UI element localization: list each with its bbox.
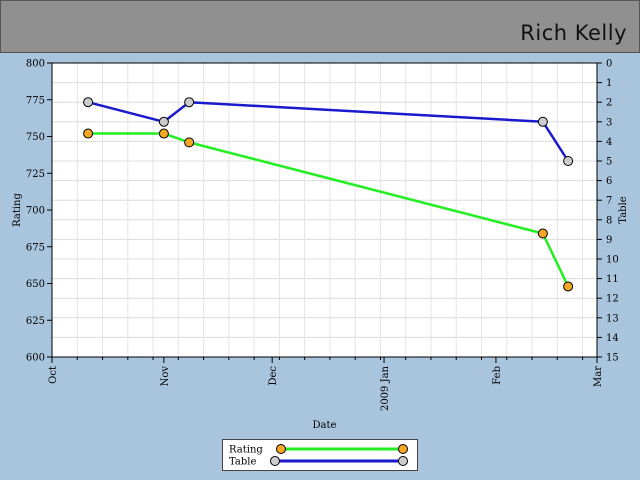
data-point-table <box>158 116 169 127</box>
legend-marker-table <box>270 456 280 466</box>
data-point-table <box>83 97 94 108</box>
x-tick-label: Mar <box>593 366 604 387</box>
y2-tick-label: 3 <box>606 117 612 128</box>
y2-tick-label: 13 <box>606 313 619 324</box>
data-point-rating <box>83 128 94 139</box>
y2-tick-label: 9 <box>606 235 612 246</box>
y2-tick-label: 7 <box>606 196 612 207</box>
legend-marker-rating <box>276 444 286 454</box>
y-tick-label: 800 <box>26 59 45 70</box>
legend-label-table: Table <box>229 457 256 468</box>
x-tick-label: 2009 Jan <box>380 365 391 411</box>
x-axis-label: Date <box>313 420 337 431</box>
legend-marker-rating <box>398 444 408 454</box>
legend: Rating Table <box>222 439 418 471</box>
y2-axis-label: Table <box>618 196 629 223</box>
y-tick-label: 750 <box>26 132 45 143</box>
y-tick-label: 625 <box>26 316 45 327</box>
y2-tick-label: 6 <box>606 176 612 187</box>
y-tick-label: 600 <box>26 353 45 364</box>
plot-area <box>52 63 597 357</box>
y2-tick-label: 1 <box>606 78 612 89</box>
y-axis-ticks: 600 625 650 675 700 725 750 775 800 <box>26 59 52 364</box>
data-point-table <box>184 97 195 108</box>
plot-border <box>51 62 598 358</box>
y2-tick-label: 2 <box>606 98 612 109</box>
y2-tick-label: 10 <box>606 255 619 266</box>
x-tick-label: Oct <box>48 366 59 384</box>
x-axis-ticks: Oct Nov Dec 2009 Jan Feb Mar <box>48 357 604 411</box>
x-tick-label: Dec <box>268 366 279 386</box>
legend-label-rating: Rating <box>229 445 263 456</box>
player-name: Rich Kelly <box>520 21 627 45</box>
header-bar: Rich Kelly <box>0 0 640 53</box>
x-tick-label: Nov <box>160 366 171 387</box>
data-point-rating <box>184 137 195 148</box>
y-tick-label: 775 <box>26 95 45 106</box>
data-point-rating <box>158 128 169 139</box>
y2-tick-label: 4 <box>606 137 612 148</box>
y2-tick-label: 8 <box>606 215 612 226</box>
data-point-rating <box>537 228 548 239</box>
data-point-table <box>563 156 574 166</box>
y-tick-label: 700 <box>26 206 45 217</box>
y-tick-label: 725 <box>26 169 45 180</box>
series-layer <box>83 97 574 292</box>
data-point-rating <box>563 281 574 292</box>
y-axis-label: Rating <box>12 193 23 227</box>
y2-tick-label: 15 <box>606 353 619 364</box>
y-tick-label: 675 <box>26 242 45 253</box>
y2-tick-label: 14 <box>606 333 619 344</box>
y2-tick-label: 12 <box>606 294 619 305</box>
y-tick-label: 650 <box>26 279 45 290</box>
x-tick-label: Feb <box>492 366 503 385</box>
y2-tick-label: 11 <box>606 274 619 285</box>
y2-tick-label: 0 <box>606 59 612 70</box>
data-point-table <box>537 116 548 127</box>
legend-marker-table <box>398 456 408 466</box>
y2-tick-label: 5 <box>606 157 612 168</box>
